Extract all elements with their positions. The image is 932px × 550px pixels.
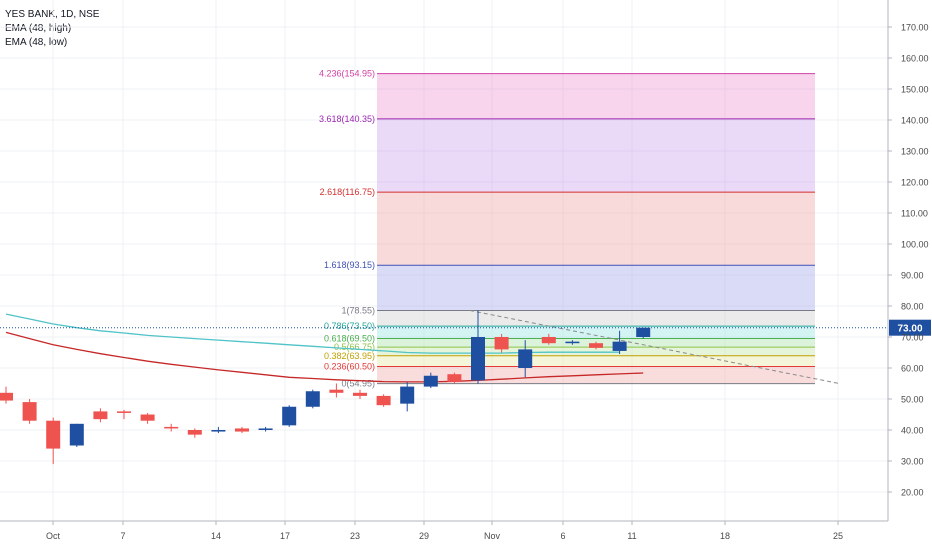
fib-level-label: 2.618(116.75) xyxy=(320,187,375,197)
candle-body[interactable] xyxy=(376,395,391,406)
candle-body[interactable] xyxy=(589,343,603,348)
symbol-title[interactable]: YES BANK, 1D, NSE xyxy=(5,9,100,20)
x-tick-label: 18 xyxy=(720,531,730,541)
fib-level-label: 0.5(66.75) xyxy=(334,342,375,352)
candle-body[interactable] xyxy=(447,374,462,382)
y-tick-label: 140.00 xyxy=(901,116,929,126)
y-tick-label: 50.00 xyxy=(901,395,924,405)
fib-band xyxy=(377,265,815,311)
y-tick-label: 110.00 xyxy=(901,209,928,219)
candle-body[interactable] xyxy=(0,392,13,401)
fib-level-label: 0.382(63.95) xyxy=(324,351,375,361)
chart-legend: YES BANK, 1D, NSE EMA (48, high) EMA (48… xyxy=(5,8,99,50)
fib-level-label: 0.618(69.50) xyxy=(324,334,375,344)
last-price-label: 73.00 xyxy=(897,324,922,335)
x-tick-label: 14 xyxy=(211,531,221,541)
x-tick-label: 7 xyxy=(120,531,125,541)
candle-body[interactable] xyxy=(211,430,226,432)
y-tick-label: 150.00 xyxy=(901,85,929,95)
candle-body[interactable] xyxy=(541,337,556,344)
x-tick-label: 29 xyxy=(419,531,429,541)
y-tick-label: 90.00 xyxy=(901,271,924,281)
candle-body[interactable] xyxy=(565,341,580,344)
y-tick-label: 120.00 xyxy=(901,178,929,188)
candle-body[interactable] xyxy=(353,392,367,396)
y-tick-label: 40.00 xyxy=(901,426,924,436)
y-tick-label: 170.00 xyxy=(901,23,929,33)
candle-body[interactable] xyxy=(471,337,485,381)
y-tick-label: 80.00 xyxy=(901,302,924,312)
fib-band xyxy=(377,347,815,356)
last-price-badge xyxy=(889,319,931,336)
candle-body[interactable] xyxy=(69,423,84,446)
candle-body[interactable] xyxy=(518,349,533,368)
candle-body[interactable] xyxy=(164,426,179,429)
y-tick-label: 20.00 xyxy=(901,488,924,498)
ema-low-line[interactable] xyxy=(5,331,644,383)
candle-body[interactable] xyxy=(305,391,320,407)
candle-body[interactable] xyxy=(140,414,155,421)
fib-band xyxy=(377,326,815,339)
candle-body[interactable] xyxy=(258,428,273,430)
x-tick-label: 6 xyxy=(560,531,565,541)
fib-level-label: 4.236(154.95) xyxy=(319,69,375,79)
x-tick-label: Oct xyxy=(46,531,61,541)
candle-body[interactable] xyxy=(235,428,249,432)
fib-level-label: 0.236(60.50) xyxy=(324,361,375,371)
ema-high-label[interactable]: EMA (48, high) xyxy=(5,23,72,34)
candle-body[interactable] xyxy=(423,375,438,387)
x-tick-label: 23 xyxy=(350,531,360,541)
candle-body[interactable] xyxy=(494,337,509,350)
candle-body[interactable] xyxy=(612,341,627,351)
x-tick-label: 25 xyxy=(833,531,843,541)
fib-level-label: 3.618(140.35) xyxy=(319,114,375,124)
candle-body[interactable] xyxy=(93,411,108,420)
candle-body[interactable] xyxy=(329,389,344,393)
x-tick-label: 17 xyxy=(280,531,290,541)
y-tick-label: 30.00 xyxy=(901,457,924,467)
fib-band xyxy=(377,355,815,367)
fib-band xyxy=(377,310,815,327)
fib-level-label: 0(54.95) xyxy=(341,379,375,389)
candle-body[interactable] xyxy=(187,430,202,435)
fib-band xyxy=(377,118,815,193)
x-tick-label: Nov xyxy=(484,531,501,541)
x-tick-label: 11 xyxy=(627,531,636,541)
ema-low-label[interactable]: EMA (48, low) xyxy=(5,37,68,48)
y-tick-label: 60.00 xyxy=(901,364,924,374)
y-tick-label: 100.00 xyxy=(901,240,929,250)
y-tick-label: 130.00 xyxy=(901,147,929,157)
fib-level-label: 0.786(73.50) xyxy=(324,321,375,331)
ema-high-line[interactable] xyxy=(5,313,620,354)
fib-level-label: 1(78.55) xyxy=(341,305,375,315)
fib-band xyxy=(377,192,815,266)
fib-band xyxy=(377,73,815,119)
fib-level-label: 1.618(93.15) xyxy=(324,260,375,270)
candle-body[interactable] xyxy=(636,327,651,337)
y-tick-label: 160.00 xyxy=(901,54,929,64)
candle-body[interactable] xyxy=(117,411,131,413)
candle-body[interactable] xyxy=(282,406,297,426)
candle-body[interactable] xyxy=(400,386,415,404)
candle-body[interactable] xyxy=(22,402,37,421)
candle-body[interactable] xyxy=(46,420,61,449)
y-tick-label: 70.00 xyxy=(901,333,924,343)
